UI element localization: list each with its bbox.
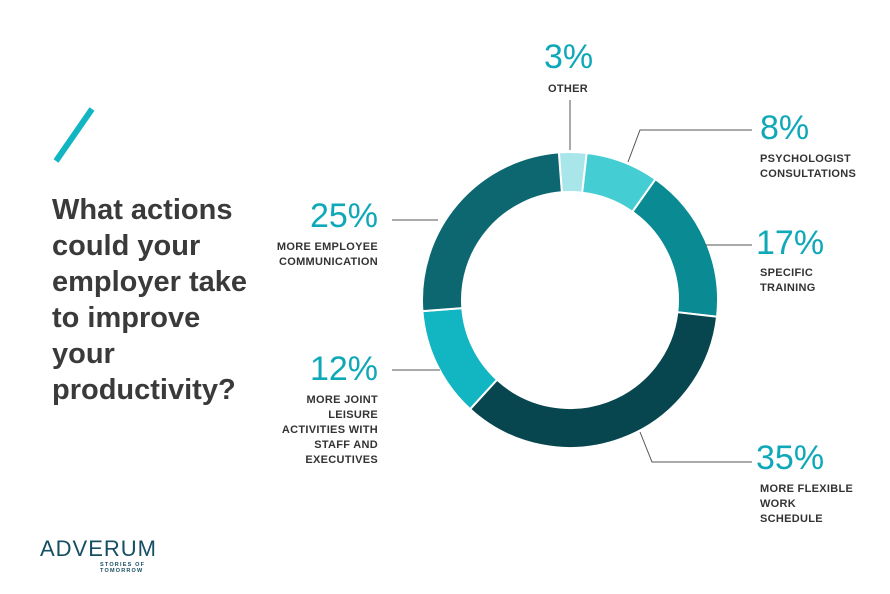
label-training: SPECIFIC TRAINING (760, 267, 816, 294)
label-flexible: MORE FLEXIBLE WORK SCHEDULE (760, 483, 854, 525)
leader-psychologist (627, 129, 752, 163)
label-communication: MORE EMPLOYEE COMMUNICATION (276, 241, 378, 268)
slice-flexible (468, 311, 719, 449)
pct-other: 3% (544, 38, 594, 76)
pct-communication: 25% (309, 197, 378, 235)
pct-flexible: 35% (756, 439, 825, 477)
adverum-logo: ADVERUM STORIES OF TOMORROW (40, 536, 170, 575)
pct-leisure: 12% (309, 350, 378, 388)
logo-tagline: STORIES OF TOMORROW (100, 562, 146, 574)
slash-decoration (53, 107, 95, 163)
label-other: OTHER (548, 83, 588, 95)
slice-training (630, 177, 719, 318)
logo-wordmark: ADVERUM (40, 536, 158, 561)
question-heading: What actions could your employer take to… (52, 194, 248, 406)
label-psychologist: PSYCHOLOGIST CONSULTATIONS (760, 153, 857, 180)
pct-psychologist: 8% (760, 109, 810, 147)
slice-communication (421, 151, 563, 313)
label-leisure: MORE JOINT LEISURE ACTIVITIES WITH STAFF… (281, 394, 378, 466)
pct-training: 17% (756, 224, 825, 262)
leader-flexible (639, 431, 752, 463)
